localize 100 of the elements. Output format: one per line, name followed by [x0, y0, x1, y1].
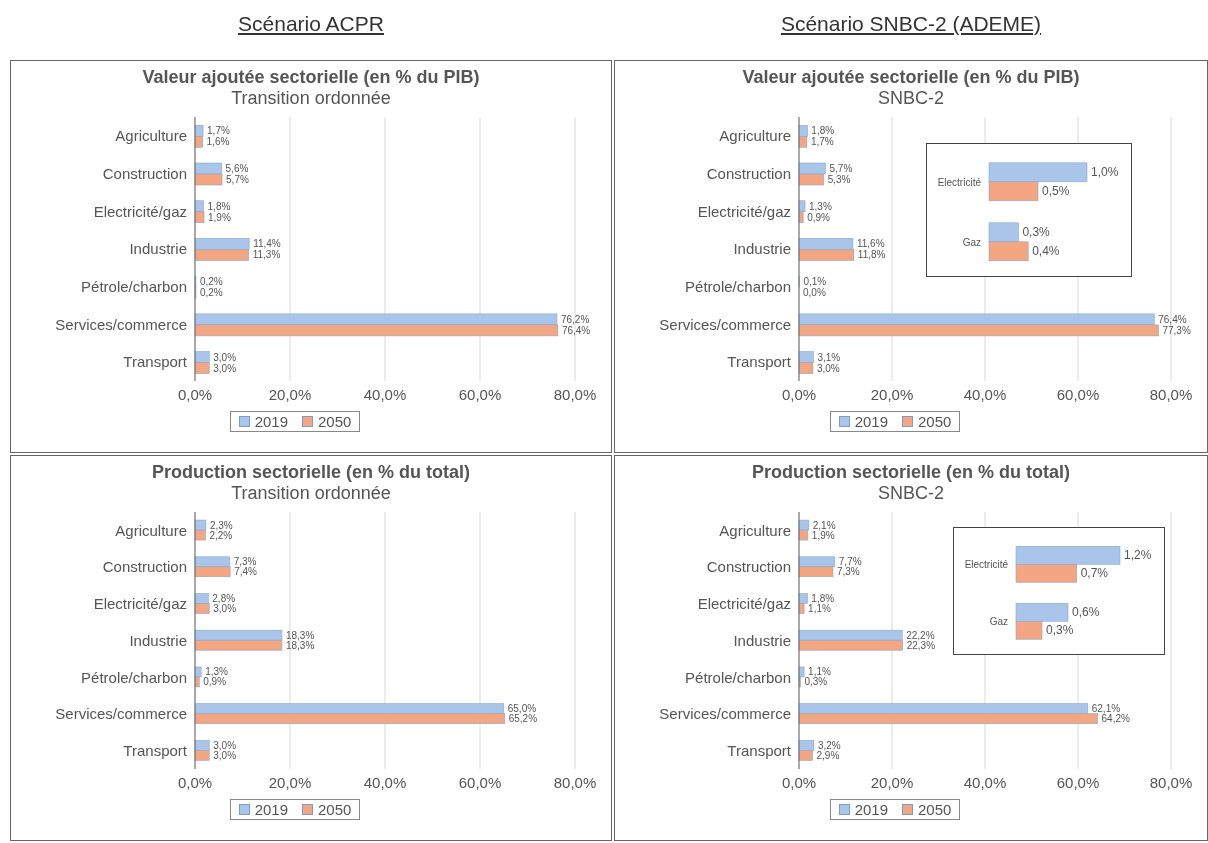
- legend-label: 2050: [317, 413, 352, 430]
- x-tick-label: 80,0%: [1149, 773, 1193, 791]
- data-label: 0,7%: [1080, 566, 1109, 581]
- x-tick-label: 60,0%: [458, 385, 502, 403]
- x-tick-label: 40,0%: [363, 385, 407, 403]
- chart-title: Production sectorielle (en % du total): [750, 462, 1071, 483]
- data-label: 3,0%: [213, 362, 237, 374]
- data-label: 11,3%: [252, 249, 281, 261]
- legend-label: 2050: [917, 413, 952, 430]
- y-tick-label: Services/commerce: [55, 315, 187, 333]
- data-label: 2,3%: [209, 519, 233, 531]
- y-tick-label: Agriculture: [719, 521, 791, 539]
- data-label: 2,2%: [209, 529, 233, 541]
- chart-title: Production sectorielle (en % du total): [150, 462, 471, 483]
- data-label: 5,6%: [225, 163, 249, 175]
- data-label: 1,8%: [811, 593, 835, 605]
- data-label: 0,4%: [1032, 244, 1060, 259]
- data-label: 1,0%: [1091, 165, 1119, 180]
- x-tick-label: 20,0%: [268, 385, 312, 403]
- data-label: 5,3%: [827, 174, 851, 186]
- y-tick-label: Industrie: [733, 240, 791, 258]
- chart-subtitle: SNBC-2: [877, 483, 945, 504]
- data-label: 76,4%: [561, 324, 591, 336]
- data-label: 0,3%: [1022, 225, 1051, 240]
- x-tick-label: 20,0%: [268, 773, 312, 791]
- y-tick-label: Electricité: [964, 559, 1009, 571]
- y-tick-label: Services/commerce: [659, 705, 791, 723]
- x-tick-label: 0,0%: [177, 385, 213, 403]
- y-tick-label: Gaz: [962, 236, 981, 248]
- chart-subtitle: Transition ordonnée: [230, 483, 392, 504]
- data-label: 2,9%: [816, 749, 840, 761]
- data-label: 65,2%: [508, 713, 538, 725]
- data-label: 1,2%: [1124, 548, 1152, 563]
- data-label: 0,2%: [199, 287, 223, 299]
- data-label: 18,3%: [285, 629, 315, 641]
- data-label: 11,6%: [856, 238, 885, 250]
- y-tick-label: Pétrole/charbon: [81, 668, 187, 686]
- data-label: 7,4%: [234, 566, 258, 578]
- data-label: 3,2%: [817, 739, 841, 751]
- y-tick-label: Electricité/gaz: [697, 595, 791, 613]
- chart-title: Valeur ajoutée sectorielle (en % du PIB): [741, 67, 1081, 88]
- data-label: 1,8%: [207, 200, 231, 212]
- y-tick-label: Construction: [102, 558, 187, 576]
- data-label: 0,6%: [1072, 605, 1100, 620]
- y-tick-label: Agriculture: [115, 127, 187, 145]
- legend-label: 2019: [253, 413, 288, 430]
- x-tick-label: 60,0%: [1056, 385, 1100, 403]
- text: Scénario ACPR: [237, 12, 385, 36]
- legend-label: 2019: [853, 413, 888, 430]
- data-label: 0,3%: [1046, 623, 1074, 638]
- data-label: 64,2%: [1101, 713, 1130, 725]
- y-tick-label: Agriculture: [719, 127, 791, 145]
- data-label: 22,3%: [906, 639, 936, 651]
- legend-label: 2050: [917, 801, 952, 818]
- data-label: 5,7%: [829, 163, 853, 175]
- data-label: 1,9%: [811, 529, 835, 541]
- y-tick-label: Services/commerce: [55, 705, 187, 723]
- y-tick-label: Electricité/gaz: [93, 202, 187, 220]
- y-tick-label: Pétrole/charbon: [81, 278, 187, 296]
- data-label: 0,9%: [203, 676, 227, 688]
- legend-label: 2019: [253, 801, 288, 818]
- y-tick-label: Industrie: [733, 631, 791, 649]
- y-tick-label: Transport: [727, 353, 792, 371]
- data-label: 11,4%: [253, 238, 281, 250]
- data-label: 5,7%: [226, 174, 249, 186]
- x-tick-label: 0,0%: [781, 773, 817, 791]
- data-label: 3,0%: [816, 362, 840, 374]
- data-label: 1,9%: [208, 211, 231, 223]
- data-label: 3,0%: [213, 749, 237, 761]
- y-tick-label: Transport: [727, 741, 792, 759]
- y-tick-label: Pétrole/charbon: [685, 278, 791, 296]
- data-label: 0,1%: [803, 276, 827, 288]
- data-label: 1,7%: [207, 125, 230, 137]
- data-label: 7,7%: [838, 556, 862, 568]
- legend-label: 2050: [317, 801, 352, 818]
- data-label: 2,8%: [212, 593, 236, 605]
- data-label: 0,2%: [199, 276, 223, 288]
- data-label: 18,3%: [285, 639, 315, 651]
- y-tick-label: Transport: [123, 353, 188, 371]
- chart-subtitle: SNBC-2: [877, 88, 945, 109]
- x-tick-label: 40,0%: [963, 773, 1007, 791]
- y-tick-label: Construction: [102, 164, 187, 182]
- data-label: 3,1%: [817, 351, 841, 363]
- x-tick-label: 0,0%: [177, 773, 213, 791]
- x-tick-label: 40,0%: [963, 385, 1007, 403]
- y-tick-label: Agriculture: [115, 521, 187, 539]
- y-tick-label: Gaz: [989, 616, 1008, 628]
- data-label: 0,5%: [1042, 184, 1070, 199]
- data-label: 1,3%: [205, 666, 229, 678]
- data-label: 1,3%: [809, 200, 832, 212]
- x-tick-label: 60,0%: [458, 773, 502, 791]
- x-tick-label: 60,0%: [1056, 773, 1100, 791]
- data-label: 1,8%: [811, 125, 835, 137]
- data-label: 76,4%: [1158, 313, 1187, 325]
- y-tick-label: Pétrole/charbon: [685, 668, 791, 686]
- y-tick-label: Industrie: [129, 240, 187, 258]
- y-tick-label: Transport: [123, 741, 188, 759]
- data-label: 1,1%: [808, 603, 832, 615]
- data-label: 1,1%: [808, 666, 832, 678]
- y-tick-label: Electricité: [937, 176, 982, 188]
